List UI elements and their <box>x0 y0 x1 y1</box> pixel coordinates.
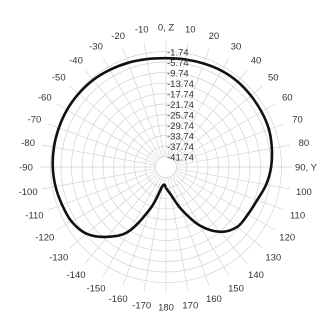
angle-tick-label: -160 <box>109 294 128 305</box>
angle-tick-label: -70 <box>28 115 42 126</box>
radial-tick-label: -25.74 <box>167 111 194 122</box>
angle-tick-label: 70 <box>292 115 303 126</box>
angle-tick-label: -30 <box>89 41 103 52</box>
radial-tick-label: -1.74 <box>167 48 189 59</box>
angle-tick-label: -20 <box>111 31 125 42</box>
angle-tick-label: -140 <box>67 270 86 281</box>
angle-tick-label: -150 <box>86 284 105 295</box>
angle-tick-label: -90 <box>19 163 33 174</box>
angle-tick-label: 170 <box>182 300 198 311</box>
radial-tick-label: -9.74 <box>167 69 189 80</box>
angle-tick-label: 20 <box>209 31 220 42</box>
radial-tick-label: -33.74 <box>167 132 194 143</box>
grid-spoke <box>173 175 247 263</box>
angle-tick-label: 180 <box>158 303 174 314</box>
angle-tick-label: 90, Y <box>295 163 318 174</box>
angle-tick-label: 30 <box>231 41 242 52</box>
angle-tick-label: -120 <box>35 233 54 244</box>
angle-tick-label: 160 <box>206 294 222 305</box>
angle-tick-label: -10 <box>135 25 149 36</box>
radial-tick-label: -13.74 <box>167 79 194 90</box>
angle-tick-label: 150 <box>228 284 244 295</box>
radial-tick-label: -37.74 <box>167 142 194 153</box>
radial-tick-label: -21.74 <box>167 100 194 111</box>
grid-spoke <box>85 70 159 158</box>
angle-tick-label: 140 <box>248 270 264 281</box>
angle-tick-label: 40 <box>251 55 262 66</box>
grid-spoke <box>85 175 159 263</box>
grid-spoke <box>69 86 157 160</box>
grid-spoke <box>176 169 290 189</box>
angle-tick-label: -80 <box>21 138 35 149</box>
angle-tick-label: -100 <box>19 187 38 198</box>
angle-tick-label: -110 <box>25 210 43 221</box>
angle-tick-label: -50 <box>52 73 66 84</box>
angle-tick-label: 80 <box>299 138 310 149</box>
angle-tick-label: 50 <box>268 73 279 84</box>
radial-tick-label: -29.74 <box>167 121 194 132</box>
angle-tick-label: 60 <box>282 93 293 104</box>
radial-tick-label: -17.74 <box>167 90 194 101</box>
angle-tick-label: 130 <box>265 252 281 263</box>
radial-tick-label: -5.74 <box>167 58 189 69</box>
angle-tick-label: -130 <box>49 252 68 263</box>
radial-tick-label: -41.74 <box>167 153 194 164</box>
angle-tick-label: 110 <box>290 210 305 221</box>
angle-tick-label: 10 <box>185 25 196 36</box>
grid-spoke <box>144 177 164 291</box>
angle-tick-label: -170 <box>132 300 151 311</box>
grid-spoke <box>42 169 156 189</box>
angle-tick-label: 120 <box>279 233 295 244</box>
grid-spoke <box>42 145 156 165</box>
grid-spokes <box>40 41 292 293</box>
angle-tick-label: -40 <box>69 55 83 66</box>
angle-tick-label: -60 <box>38 93 52 104</box>
angle-tick-label: 0, Z <box>158 23 175 34</box>
angle-tick-label: 100 <box>296 187 312 198</box>
